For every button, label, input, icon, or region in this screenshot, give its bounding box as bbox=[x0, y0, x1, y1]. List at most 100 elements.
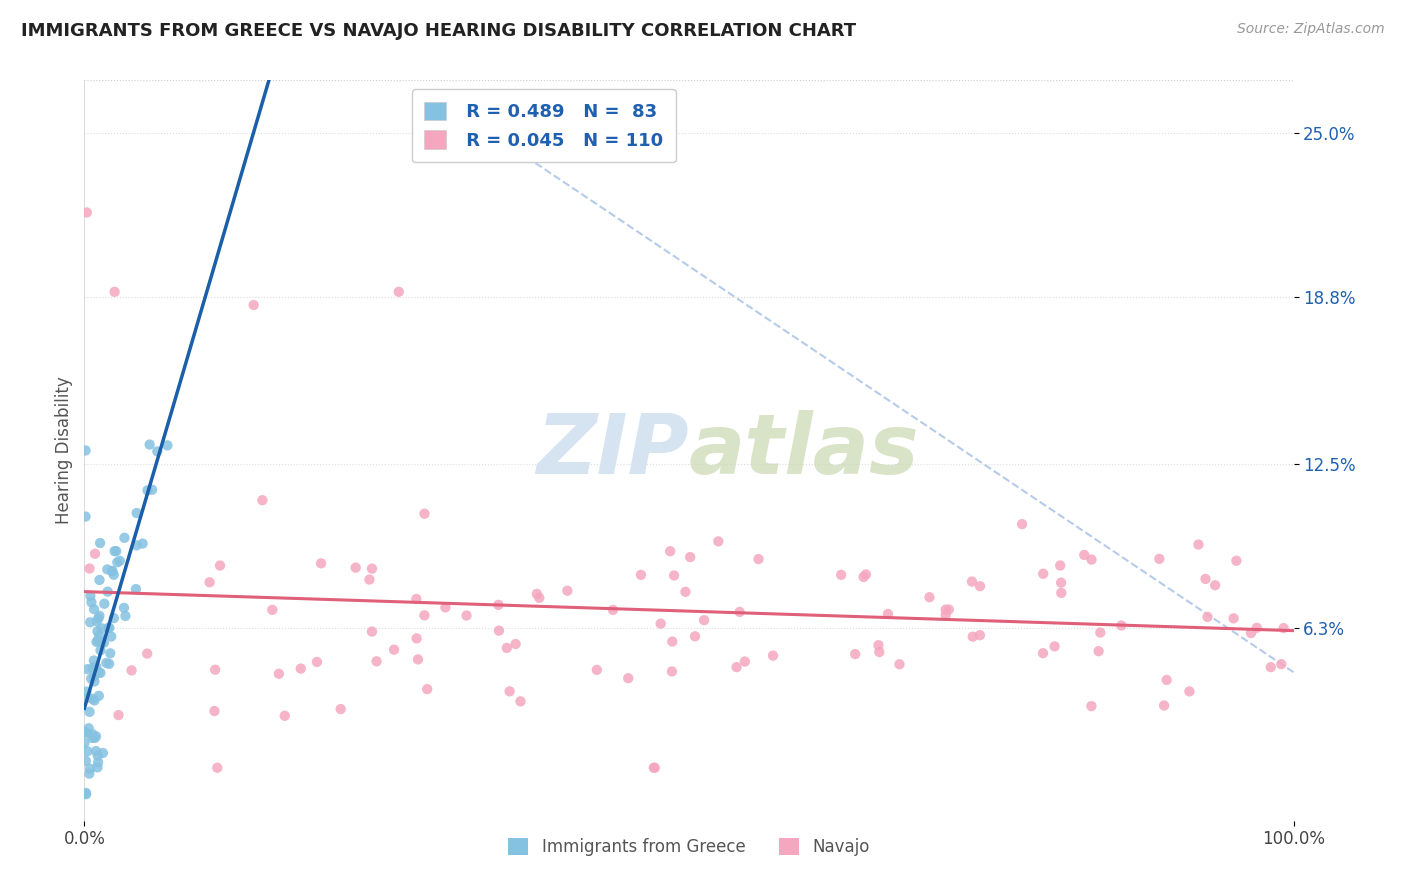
Point bbox=[855, 567, 877, 582]
Point bbox=[105, 555, 128, 569]
Point bbox=[76, 205, 98, 219]
Point bbox=[87, 748, 110, 763]
Point bbox=[73, 736, 96, 750]
Point bbox=[1080, 552, 1102, 566]
Point bbox=[643, 761, 665, 775]
Point bbox=[204, 663, 226, 677]
Point bbox=[105, 544, 128, 558]
Point bbox=[79, 615, 101, 630]
Point bbox=[76, 744, 98, 758]
Point bbox=[309, 557, 332, 571]
Point bbox=[75, 443, 97, 458]
Point bbox=[87, 756, 110, 770]
Point bbox=[1246, 621, 1268, 635]
Point bbox=[509, 694, 531, 708]
Point bbox=[1149, 552, 1171, 566]
Point bbox=[661, 634, 683, 648]
Point bbox=[488, 598, 510, 612]
Point bbox=[75, 509, 97, 524]
Point bbox=[84, 744, 107, 758]
Point bbox=[83, 693, 105, 707]
Point bbox=[1153, 698, 1175, 713]
Point bbox=[675, 584, 697, 599]
Point bbox=[1111, 618, 1133, 632]
Point bbox=[84, 547, 107, 561]
Point bbox=[252, 493, 274, 508]
Point bbox=[112, 600, 135, 615]
Point bbox=[83, 653, 105, 667]
Point bbox=[136, 647, 159, 661]
Point bbox=[1156, 673, 1178, 687]
Point bbox=[329, 702, 352, 716]
Point bbox=[1050, 575, 1073, 590]
Point bbox=[683, 629, 706, 643]
Point bbox=[138, 437, 160, 451]
Point bbox=[87, 628, 110, 642]
Point bbox=[77, 721, 100, 735]
Point bbox=[103, 611, 125, 625]
Point bbox=[103, 544, 125, 558]
Point bbox=[852, 570, 875, 584]
Point bbox=[413, 608, 436, 623]
Point bbox=[693, 613, 716, 627]
Point bbox=[734, 655, 756, 669]
Point bbox=[90, 621, 112, 635]
Point bbox=[75, 725, 97, 739]
Point bbox=[96, 656, 118, 670]
Point bbox=[359, 573, 381, 587]
Point bbox=[125, 506, 148, 520]
Point bbox=[84, 660, 107, 674]
Point bbox=[557, 583, 579, 598]
Point bbox=[748, 552, 770, 566]
Point bbox=[96, 562, 118, 576]
Point bbox=[125, 538, 148, 552]
Point bbox=[938, 602, 960, 616]
Point bbox=[75, 684, 97, 698]
Point bbox=[662, 568, 685, 582]
Point bbox=[90, 635, 112, 649]
Point bbox=[1240, 626, 1263, 640]
Point bbox=[75, 754, 97, 768]
Point bbox=[659, 544, 682, 558]
Point bbox=[89, 643, 111, 657]
Point bbox=[495, 640, 517, 655]
Point bbox=[87, 665, 110, 680]
Point bbox=[98, 657, 121, 671]
Point bbox=[83, 674, 105, 689]
Point bbox=[103, 567, 125, 582]
Point bbox=[1197, 610, 1219, 624]
Point bbox=[434, 600, 457, 615]
Point bbox=[1080, 699, 1102, 714]
Point bbox=[290, 662, 312, 676]
Point bbox=[416, 682, 439, 697]
Point bbox=[262, 603, 284, 617]
Point bbox=[1225, 554, 1247, 568]
Point bbox=[960, 574, 983, 589]
Point bbox=[79, 561, 101, 575]
Point bbox=[79, 705, 101, 719]
Point bbox=[93, 635, 115, 649]
Point bbox=[136, 483, 159, 498]
Point bbox=[728, 605, 751, 619]
Point bbox=[1204, 578, 1226, 592]
Text: IMMIGRANTS FROM GREECE VS NAVAJO HEARING DISABILITY CORRELATION CHART: IMMIGRANTS FROM GREECE VS NAVAJO HEARING… bbox=[21, 22, 856, 40]
Point bbox=[366, 654, 388, 668]
Point bbox=[114, 531, 136, 545]
Point bbox=[108, 554, 131, 568]
Point bbox=[98, 621, 121, 635]
Point bbox=[98, 646, 121, 660]
Point bbox=[1043, 640, 1066, 654]
Point bbox=[877, 607, 900, 621]
Point bbox=[388, 285, 411, 299]
Point bbox=[267, 666, 290, 681]
Point bbox=[114, 609, 136, 624]
Point bbox=[73, 725, 96, 739]
Point bbox=[89, 573, 111, 587]
Point bbox=[1270, 657, 1292, 672]
Point bbox=[107, 708, 129, 723]
Point bbox=[79, 589, 101, 603]
Point bbox=[80, 595, 103, 609]
Point bbox=[75, 787, 97, 801]
Point bbox=[650, 616, 672, 631]
Point bbox=[505, 637, 527, 651]
